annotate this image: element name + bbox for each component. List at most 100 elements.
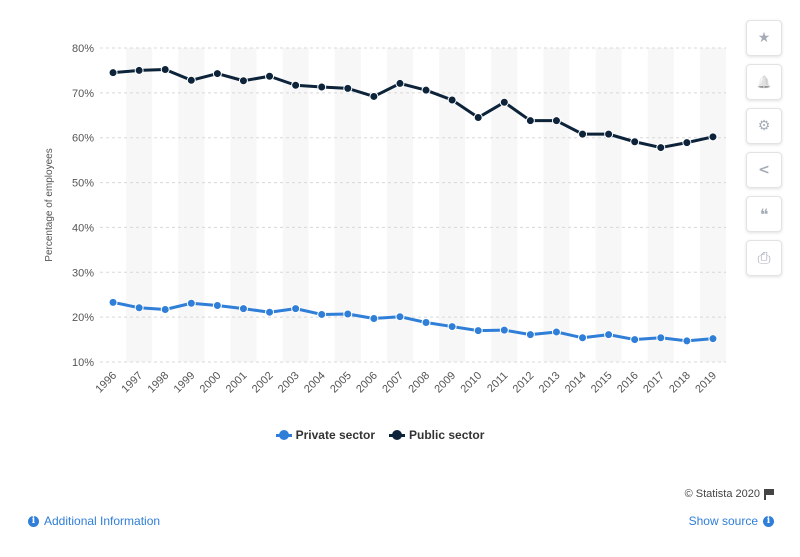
legend-item-private-sector[interactable]: Private sector [275,428,376,442]
show-source-label: Show source [688,514,758,528]
data-point [473,326,483,336]
x-tick-label: 2011 [485,370,510,395]
data-point [265,307,275,317]
x-tick-label: 1997 [119,370,145,396]
data-point [447,95,457,105]
chart-legend: Private sector Public sector [0,428,760,442]
data-point [317,82,327,92]
flag-icon [764,489,774,500]
x-tick-label: 2001 [224,370,250,396]
column-band [282,48,309,362]
y-tick-label: 70% [72,88,94,100]
legend-swatch-public [389,430,406,440]
data-point [238,304,248,314]
settings-button[interactable]: ⚙ [746,108,782,144]
additional-information-link[interactable]: i Additional Information [28,514,160,528]
data-point [108,68,118,78]
side-toolbar: ★ 🔔 ⚙ < ❝ ⎙ [746,20,782,284]
data-point [525,330,535,340]
share-icon: < [758,162,770,178]
favorite-button[interactable]: ★ [746,20,782,56]
data-point [447,322,457,332]
column-band [230,48,257,362]
data-point [212,69,222,79]
data-point [551,116,561,126]
print-button[interactable]: ⎙ [746,240,782,276]
x-tick-label: 1996 [93,370,119,396]
data-point [160,305,170,315]
column-band [491,48,518,362]
y-tick-label: 40% [72,222,94,234]
data-point [499,325,509,335]
data-point [421,318,431,328]
x-tick-label: 2002 [250,370,276,396]
gear-icon: ⚙ [757,118,771,134]
x-tick-label: 2017 [641,370,667,396]
legend-label-public: Public sector [409,428,485,442]
data-point [421,85,431,95]
data-point [604,129,614,139]
data-point [656,143,666,153]
x-tick-label: 1999 [172,370,198,396]
x-tick-label: 2016 [615,370,641,396]
data-point [369,91,379,101]
show-source-link[interactable]: Show source i [689,514,774,528]
x-tick-label: 2014 [563,370,589,396]
data-point [708,334,718,344]
data-point [134,303,144,313]
data-point [134,65,144,75]
data-point [578,333,588,343]
data-point [186,298,196,308]
legend-swatch-private [275,430,292,440]
additional-information-label: Additional Information [44,514,161,528]
quote-icon: ❝ [759,204,769,224]
cite-button[interactable]: ❝ [746,196,782,232]
data-point [630,335,640,345]
y-tick-label: 10% [72,357,94,369]
data-point [578,129,588,139]
data-point [395,312,405,322]
y-axis-title: Percentage of employees [44,148,55,261]
data-point [525,116,535,126]
data-point [291,80,301,90]
y-tick-label: 80% [72,43,94,55]
data-point [499,97,509,107]
column-band [647,48,674,362]
notification-button[interactable]: 🔔 [746,64,782,100]
data-point [395,78,405,88]
legend-label-private: Private sector [295,428,376,442]
x-tick-label: 2003 [276,370,302,396]
statista-credit[interactable]: © Statista 2020 [685,488,774,500]
x-tick-label: 2000 [198,370,224,396]
x-tick-label: 2015 [589,370,615,396]
x-tick-label: 2013 [537,370,563,396]
data-point [551,327,561,337]
data-point [369,313,379,323]
y-tick-label: 60% [72,133,94,145]
bell-icon: 🔔 [756,75,772,89]
data-point [656,333,666,343]
x-tick-label: 2007 [380,370,406,396]
data-point [473,113,483,123]
info-icon: i [763,515,774,527]
share-button[interactable]: < [746,152,782,188]
column-band [595,48,622,362]
data-point [317,309,327,319]
data-point [291,304,301,314]
x-tick-label: 2009 [432,370,458,396]
credit-text: © Statista 2020 [684,488,760,500]
data-point [682,138,692,148]
data-point [343,309,353,319]
data-point [604,330,614,340]
data-point [212,300,222,310]
y-tick-label: 50% [72,178,94,190]
data-point [630,137,640,147]
x-tick-label: 2018 [667,370,693,396]
x-tick-label: 2019 [693,370,719,396]
data-point [160,65,170,75]
x-tick-label: 2012 [511,370,537,396]
legend-item-public-sector[interactable]: Public sector [389,428,484,442]
x-tick-label: 2006 [354,370,380,396]
data-point [238,76,248,86]
data-point [343,83,353,93]
